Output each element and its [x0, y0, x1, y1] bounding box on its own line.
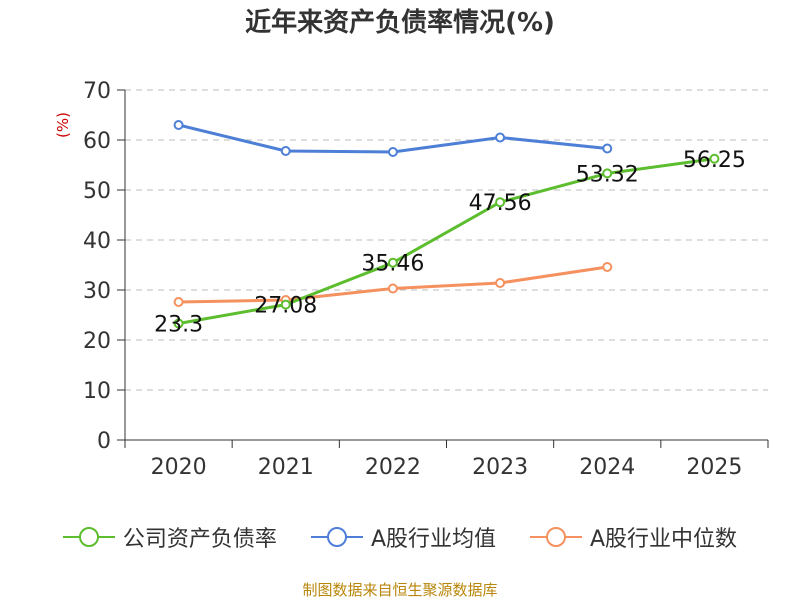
y-tick-label: 20	[83, 329, 111, 354]
data-label: 23.3	[154, 313, 203, 338]
data-point	[387, 257, 398, 268]
data-point	[709, 153, 720, 164]
legend-label-company: 公司资产负债率	[122, 527, 277, 552]
legend-line-marker-icon	[62, 527, 115, 547]
data-point	[387, 283, 398, 294]
legend-item-industry-median[interactable]: A股行业中位数	[530, 521, 737, 553]
source-note: 制图数据来自恒生聚源数据库	[302, 581, 498, 599]
series-line	[178, 157, 715, 325]
data-point	[602, 168, 613, 179]
data-point	[387, 147, 398, 157]
data-point	[495, 278, 506, 288]
y-tick-label: 40	[83, 229, 111, 254]
legend-label-industry-median: A股行业中位数	[590, 527, 738, 552]
x-tick-label: 2025	[686, 455, 742, 480]
data-point	[495, 197, 506, 208]
y-tick-label: 10	[83, 379, 111, 404]
data-point	[280, 299, 291, 310]
legend-label-industry-mean: A股行业均值	[370, 527, 496, 552]
y-tick-label: 50	[83, 179, 111, 204]
y-tick-label: 30	[83, 279, 111, 304]
data-point	[173, 120, 184, 130]
data-point	[173, 318, 184, 329]
x-tick-label: 2021	[258, 455, 314, 480]
x-tick-label: 2023	[472, 455, 528, 480]
legend-item-company[interactable]: 公司资产负债率	[62, 521, 277, 553]
legend-line-marker-icon	[310, 527, 363, 547]
data-label: 35.46	[361, 252, 424, 277]
y-axis-label: (%)	[54, 112, 72, 138]
y-tick-label: 70	[83, 79, 111, 104]
data-point	[602, 143, 613, 154]
legend-line-marker-icon	[530, 527, 582, 547]
data-label: 56.25	[683, 148, 746, 173]
x-tick-label: 2024	[579, 455, 635, 480]
data-label: 53.32	[576, 162, 639, 187]
legend: 公司资产负债率 A股行业均值 A股行业中位数	[0, 520, 800, 554]
x-tick-label: 2020	[151, 455, 207, 480]
x-tick-label: 2022	[365, 455, 421, 480]
legend-item-industry-mean[interactable]: A股行业均值	[310, 521, 496, 553]
data-label: 27.08	[254, 294, 317, 319]
y-tick-label: 60	[83, 129, 111, 154]
y-tick-label: 0	[97, 429, 111, 454]
chart-title: 近年来资产负债率情况(%)	[245, 8, 555, 38]
data-point	[495, 132, 506, 143]
data-point	[280, 146, 291, 156]
data-point	[173, 297, 184, 307]
data-point	[602, 262, 613, 272]
data-label: 47.56	[469, 191, 532, 216]
